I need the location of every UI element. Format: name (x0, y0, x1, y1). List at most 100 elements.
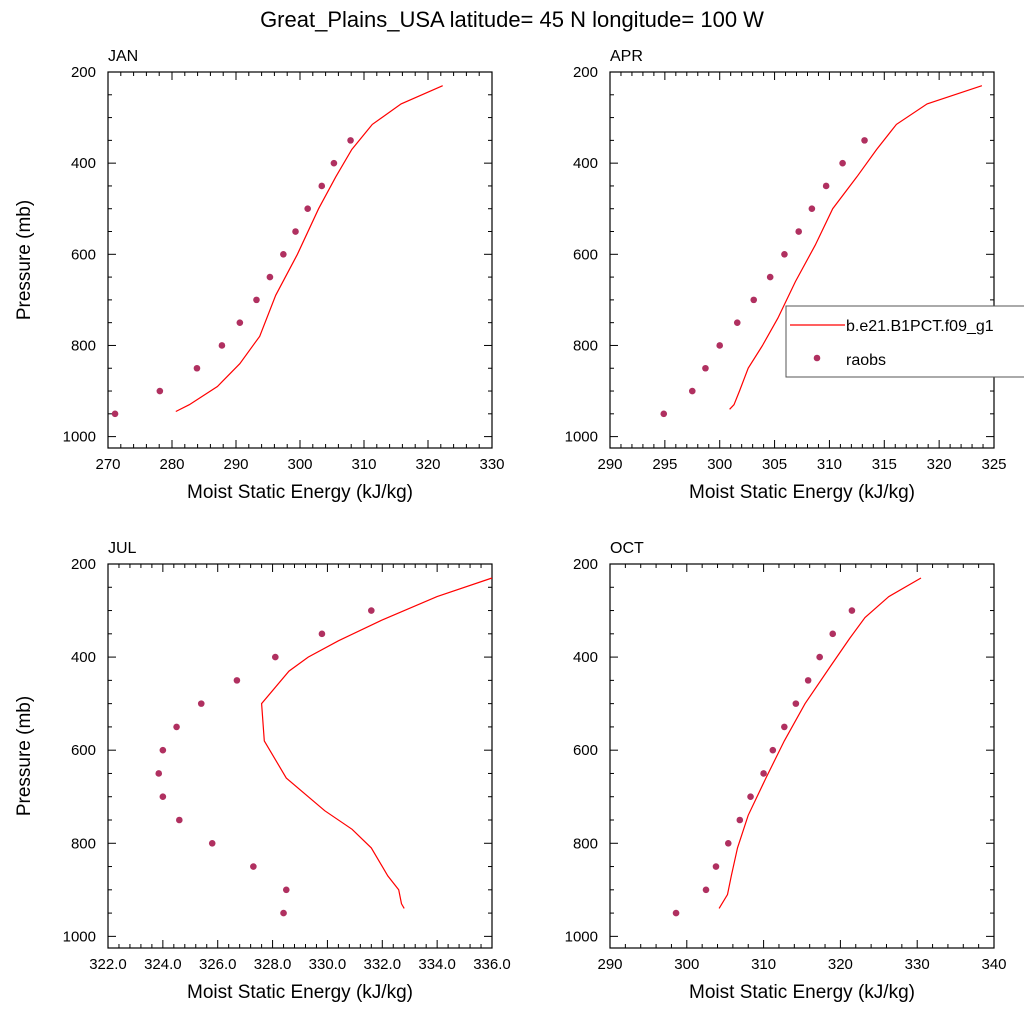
y-tick-label: 200 (71, 64, 96, 81)
y-tick-label: 200 (71, 556, 96, 573)
raobs-point (280, 909, 287, 917)
raobs-point (330, 159, 338, 167)
model-series-line (718, 577, 922, 909)
raobs-point (250, 863, 257, 870)
raobs-point (111, 410, 119, 418)
y-tick-label: 200 (573, 556, 598, 573)
raobs-point (197, 700, 205, 707)
x-tick-label: 310 (351, 456, 376, 473)
raobs-point (266, 273, 274, 281)
x-axis-label: Moist Static Energy (kJ/kg) (187, 482, 413, 503)
y-tick-label: 600 (71, 246, 96, 263)
x-tick-label: 300 (707, 456, 732, 473)
x-tick-label: 300 (287, 456, 312, 473)
x-tick-label: 315 (872, 456, 897, 473)
raobs-point (272, 653, 279, 661)
y-tick-label: 400 (573, 155, 598, 172)
x-tick-label: 324.0 (144, 956, 182, 973)
y-axis-label: Pressure (mb) (14, 200, 35, 320)
y-tick-label: 800 (573, 835, 598, 852)
y-tick-label: 1000 (565, 928, 598, 945)
panel-title: JAN (108, 48, 138, 65)
legend-marker-swatch (813, 354, 821, 362)
x-axis-label: Moist Static Energy (kJ/kg) (689, 982, 915, 1003)
x-tick-label: 336.0 (473, 956, 511, 973)
raobs-point (848, 607, 856, 614)
raobs-point (218, 342, 226, 349)
plot-frame (107, 563, 493, 949)
model-series-line (175, 85, 443, 413)
y-tick-label: 800 (573, 337, 598, 354)
raobs-point (176, 816, 183, 824)
y-tick-label: 800 (71, 337, 96, 354)
raobs-point (347, 137, 354, 144)
raobs-point (292, 228, 299, 235)
legend-box (785, 305, 1024, 378)
x-tick-label: 295 (652, 456, 677, 473)
x-axis-label: Moist Static Energy (kJ/kg) (187, 982, 413, 1003)
y-tick-label: 1000 (565, 429, 598, 446)
y-tick-label: 400 (573, 649, 598, 666)
raobs-point (816, 653, 823, 661)
y-tick-label: 600 (71, 742, 96, 759)
raobs-point (781, 723, 788, 731)
raobs-point (253, 296, 260, 304)
model-series-line (260, 577, 493, 909)
panel-title: APR (610, 48, 643, 65)
legend-marker-label: raobs (846, 352, 886, 369)
x-tick-label: 280 (159, 456, 184, 473)
raobs-point (822, 182, 830, 190)
x-tick-label: 290 (597, 456, 622, 473)
x-tick-label: 290 (597, 956, 622, 973)
raobs-point (208, 839, 216, 847)
x-tick-label: 300 (674, 956, 699, 973)
raobs-point (173, 723, 180, 731)
panel-jul: JUL 322.0 324.0 326.0 328.0 330.0 332.0 334.0 33… (14, 540, 511, 1003)
plot-frame (609, 563, 995, 949)
raobs-point (829, 630, 837, 638)
raobs-point (861, 137, 868, 144)
x-tick-label: 326.0 (199, 956, 237, 973)
raobs-point (193, 364, 201, 372)
x-tick-label: 330.0 (309, 956, 347, 973)
panels: JAN 270 280 290 300 310 320 330 200 400 600 800 1000… (14, 48, 1007, 1003)
raobs-point (750, 296, 758, 304)
x-tick-label: 332.0 (364, 956, 402, 973)
raobs-point (159, 746, 167, 754)
y-tick-label: 600 (573, 742, 598, 759)
raobs-point (368, 607, 375, 614)
raobs-point (702, 886, 710, 894)
y-tick-label: 600 (573, 246, 598, 263)
raobs-point (716, 342, 724, 349)
raobs-point (792, 700, 800, 707)
raobs-point (766, 273, 774, 281)
plot-frame (609, 71, 995, 449)
x-tick-label: 334.0 (418, 956, 456, 973)
raobs-point (304, 205, 311, 213)
x-tick-label: 320 (828, 956, 853, 973)
legend-line-label: b.e21.B1PCT.f09_g1 (846, 318, 994, 335)
raobs-point (660, 410, 668, 418)
raobs-point (724, 839, 732, 847)
raobs-point (804, 677, 812, 684)
page-title: Great_Plains_USA latitude= 45 N longitud… (260, 7, 764, 32)
y-tick-label: 1000 (63, 429, 96, 446)
raobs-point (672, 909, 680, 917)
panel-title: OCT (610, 540, 644, 557)
raobs-point (795, 228, 803, 235)
raobs-point (159, 793, 167, 801)
panel-oct: OCT 290 300 310 320 330 340 200 400 600 800 1000 Moi… (565, 540, 1007, 1003)
x-tick-label: 310 (751, 956, 776, 973)
x-tick-label: 290 (223, 456, 248, 473)
y-tick-label: 1000 (63, 928, 96, 945)
raobs-point (280, 251, 287, 258)
raobs-point (318, 630, 326, 638)
raobs-point (747, 793, 754, 801)
y-tick-label: 800 (71, 835, 96, 852)
y-axis-label: Pressure (mb) (14, 696, 35, 816)
raobs-point (760, 770, 767, 777)
model-series-line (729, 85, 983, 410)
y-tick-label: 400 (71, 155, 96, 172)
raobs-point (736, 816, 744, 824)
